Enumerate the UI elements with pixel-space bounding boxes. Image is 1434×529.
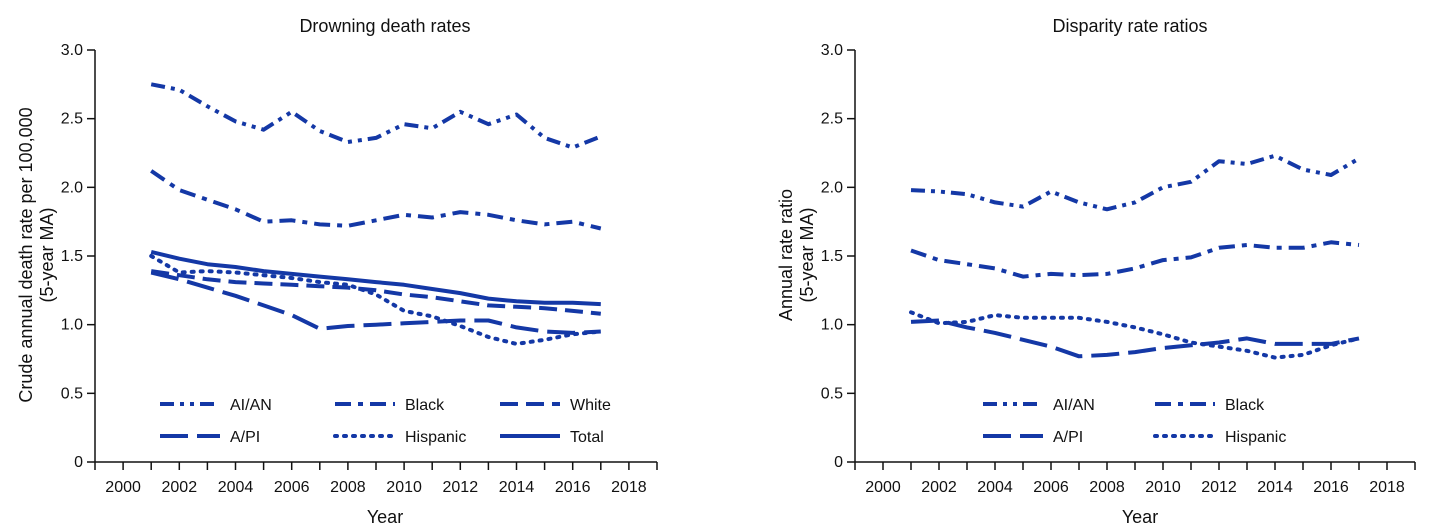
chart-title: Drowning death rates bbox=[299, 16, 470, 36]
axes: 0 0.5 1.0 1.5 2.0 2.5 3.0 2000 2002 2004 2006 2008 2… bbox=[821, 42, 1416, 496]
x-tick-label: 2008 bbox=[330, 479, 366, 496]
y-tick-label: 2.5 bbox=[61, 111, 83, 128]
y-tick-label: 0 bbox=[834, 454, 843, 471]
y-tick-label: 3.0 bbox=[61, 42, 83, 59]
x-axis-label: Year bbox=[1122, 507, 1158, 527]
legend-label-hispanic: Hispanic bbox=[405, 429, 466, 446]
x-tick-label: 2018 bbox=[1369, 479, 1405, 496]
y-tick-label: 0.5 bbox=[821, 385, 843, 402]
legend-label-hispanic: Hispanic bbox=[1225, 429, 1286, 446]
y-tick-label: 1.5 bbox=[61, 248, 83, 265]
legend-label-white: White bbox=[570, 397, 611, 414]
series-lines bbox=[149, 82, 603, 346]
axes: 0 0.5 1.0 1.5 2.0 2.5 3.0 2000 2002 2004 2006 2008 2… bbox=[61, 42, 658, 496]
y-tick-label: 2.0 bbox=[61, 179, 83, 196]
x-tick-label: 2012 bbox=[443, 479, 479, 496]
x-tick-label: 2016 bbox=[555, 479, 591, 496]
x-tick-label: 2006 bbox=[1033, 479, 1069, 496]
y-tick-label: 2.5 bbox=[821, 111, 843, 128]
legend-label-total: Total bbox=[570, 429, 604, 446]
legend-label-a-pi: A/PI bbox=[230, 429, 260, 446]
series-line-total bbox=[150, 249, 601, 307]
x-tick-label: 2000 bbox=[865, 479, 901, 496]
legend-label-ai-an: AI/AN bbox=[230, 397, 272, 414]
y-tick-label: 0.5 bbox=[61, 385, 83, 402]
series-line-ai-an bbox=[910, 153, 1361, 212]
series-line-hispanic bbox=[149, 254, 603, 346]
legend: AI/AN Black White A/PI Hispanic Total bbox=[160, 397, 611, 446]
series-line-a-pi bbox=[910, 318, 1360, 359]
x-tick-label: 2010 bbox=[1145, 479, 1181, 496]
chart-title: Disparity rate ratios bbox=[1052, 16, 1207, 36]
legend-label-black: Black bbox=[1225, 397, 1265, 414]
y-tick-label: 1.5 bbox=[821, 248, 843, 265]
series-line-a-pi bbox=[150, 270, 601, 335]
x-tick-label: 2004 bbox=[218, 479, 254, 496]
x-tick-label: 2014 bbox=[1257, 479, 1293, 496]
y-tick-label: 3.0 bbox=[821, 42, 843, 59]
y-axis-label-sub: (5-year MA) bbox=[797, 207, 817, 302]
series-line-ai-an bbox=[150, 82, 602, 150]
x-tick-label: 2004 bbox=[977, 479, 1013, 496]
x-tick-label: 2010 bbox=[386, 479, 422, 496]
legend-label-a-pi: A/PI bbox=[1053, 429, 1083, 446]
series-line-hispanic bbox=[909, 310, 1361, 360]
y-axis-label: Annual rate ratio bbox=[776, 189, 796, 321]
y-tick-label: 0 bbox=[74, 454, 83, 471]
x-axis-label: Year bbox=[367, 507, 403, 527]
disparity-rate-ratios-panel: Disparity rate ratios Annual rate ratio … bbox=[776, 16, 1416, 527]
legend: AI/AN Black A/PI Hispanic bbox=[983, 397, 1286, 446]
y-tick-label: 2.0 bbox=[821, 179, 843, 196]
y-tick-label: 1.0 bbox=[61, 317, 83, 334]
drowning-death-rates-panel: Drowning death rates Crude annual death … bbox=[16, 16, 658, 527]
series-line-white bbox=[150, 269, 601, 316]
x-tick-label: 2002 bbox=[921, 479, 957, 496]
x-tick-label: 2016 bbox=[1313, 479, 1349, 496]
x-tick-label: 2000 bbox=[105, 479, 141, 496]
series-lines bbox=[909, 153, 1361, 360]
y-axis-label: Crude annual death rate per 100,000 bbox=[16, 107, 36, 402]
x-tick-label: 2002 bbox=[162, 479, 198, 496]
legend-label-black: Black bbox=[405, 397, 445, 414]
y-tick-label: 1.0 bbox=[821, 317, 843, 334]
y-axis-label-sub: (5-year MA) bbox=[37, 207, 57, 302]
x-tick-label: 2012 bbox=[1201, 479, 1237, 496]
x-tick-label: 2018 bbox=[611, 479, 647, 496]
x-tick-label: 2006 bbox=[274, 479, 310, 496]
series-line-black bbox=[910, 240, 1360, 279]
series-line-black bbox=[150, 169, 602, 231]
x-tick-label: 2014 bbox=[499, 479, 535, 496]
legend-label-ai-an: AI/AN bbox=[1053, 397, 1095, 414]
x-tick-label: 2008 bbox=[1089, 479, 1125, 496]
